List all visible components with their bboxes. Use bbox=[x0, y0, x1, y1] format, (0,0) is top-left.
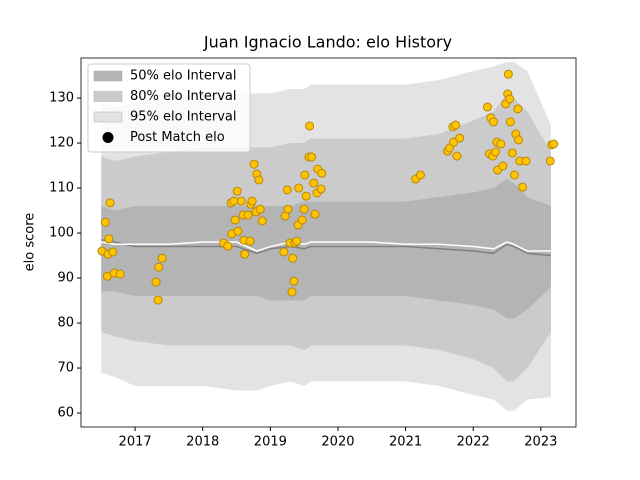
data-point bbox=[240, 249, 250, 259]
x-tick-label: 2019 bbox=[254, 435, 287, 450]
x-tick-label: 2023 bbox=[524, 435, 557, 450]
elo-line bbox=[101, 241, 551, 252]
data-point bbox=[249, 159, 259, 169]
data-point bbox=[223, 241, 233, 251]
data-point bbox=[282, 185, 292, 195]
data-point bbox=[297, 215, 307, 225]
data-point bbox=[153, 295, 163, 305]
data-point bbox=[514, 135, 524, 145]
interval-band bbox=[101, 179, 551, 319]
legend-swatch bbox=[93, 91, 123, 102]
data-point bbox=[254, 175, 264, 185]
legend-swatch bbox=[93, 111, 123, 123]
data-point bbox=[108, 247, 118, 257]
data-point bbox=[455, 133, 465, 143]
data-point bbox=[309, 178, 319, 188]
x-tick-label: 2020 bbox=[321, 435, 354, 450]
data-point bbox=[509, 170, 519, 180]
data-point bbox=[288, 253, 298, 263]
y-tick-label: 130 bbox=[49, 91, 74, 106]
data-point bbox=[157, 253, 167, 263]
x-tick-label: 2021 bbox=[389, 435, 422, 450]
elo-line bbox=[101, 239, 552, 257]
data-point bbox=[243, 210, 253, 220]
y-tick-label: 110 bbox=[49, 181, 74, 196]
y-tick-label: 100 bbox=[49, 226, 74, 241]
data-point bbox=[255, 204, 265, 214]
plot-frame bbox=[80, 57, 577, 428]
data-point bbox=[301, 191, 311, 201]
data-point bbox=[236, 196, 246, 206]
data-point bbox=[310, 209, 320, 219]
data-point bbox=[100, 217, 110, 227]
data-point bbox=[232, 186, 242, 196]
legend-label: 50% elo Interval bbox=[130, 69, 237, 84]
data-point bbox=[233, 226, 243, 236]
legend-label: 80% elo Interval bbox=[130, 89, 237, 104]
data-point bbox=[482, 102, 492, 112]
data-point bbox=[300, 170, 310, 180]
data-point bbox=[245, 236, 255, 246]
data-point bbox=[496, 139, 506, 149]
data-point bbox=[105, 198, 115, 208]
data-point bbox=[505, 117, 515, 127]
data-point bbox=[247, 196, 257, 206]
data-point bbox=[230, 215, 240, 225]
data-point bbox=[489, 117, 498, 127]
data-point bbox=[449, 137, 459, 147]
y-tick-label: 70 bbox=[57, 361, 74, 376]
data-point bbox=[513, 104, 523, 114]
data-point bbox=[498, 161, 508, 171]
data-point bbox=[518, 182, 528, 192]
data-point bbox=[545, 156, 555, 166]
data-point bbox=[507, 148, 517, 158]
data-point bbox=[451, 120, 461, 130]
data-point bbox=[316, 184, 326, 194]
data-point bbox=[452, 151, 462, 161]
data-point bbox=[521, 156, 531, 166]
y-axis-label: elo score bbox=[23, 213, 38, 272]
legend-swatch bbox=[93, 70, 123, 82]
data-point bbox=[104, 234, 114, 244]
data-point bbox=[283, 204, 293, 214]
data-point bbox=[307, 152, 317, 162]
x-tick-label: 2022 bbox=[457, 435, 490, 450]
legend-label: Post Match elo bbox=[130, 130, 225, 145]
data-point bbox=[305, 121, 315, 131]
data-point bbox=[154, 262, 164, 272]
y-tick-label: 80 bbox=[57, 316, 74, 331]
x-tick-label: 2017 bbox=[119, 435, 152, 450]
y-tick-label: 120 bbox=[49, 136, 74, 151]
data-point bbox=[229, 196, 239, 206]
data-point bbox=[299, 204, 309, 214]
data-point bbox=[287, 287, 297, 297]
legend-label: 95% elo Interval bbox=[130, 110, 237, 125]
x-tick-label: 2018 bbox=[186, 435, 219, 450]
legend-marker bbox=[102, 132, 114, 143]
data-point bbox=[415, 170, 425, 180]
data-point bbox=[491, 147, 501, 157]
data-point bbox=[503, 69, 513, 79]
data-point bbox=[257, 216, 267, 226]
data-point bbox=[289, 276, 299, 286]
data-point bbox=[294, 183, 304, 193]
y-tick-label: 60 bbox=[57, 406, 74, 421]
data-point bbox=[505, 94, 515, 104]
y-tick-label: 90 bbox=[57, 271, 74, 286]
data-point bbox=[151, 277, 161, 287]
data-point bbox=[317, 168, 327, 178]
data-point bbox=[292, 236, 302, 246]
legend-box bbox=[87, 63, 251, 153]
chart-title: Juan Ignacio Lando: elo History bbox=[203, 33, 452, 52]
data-point bbox=[279, 247, 289, 257]
data-point bbox=[115, 269, 125, 279]
data-point bbox=[549, 139, 559, 149]
